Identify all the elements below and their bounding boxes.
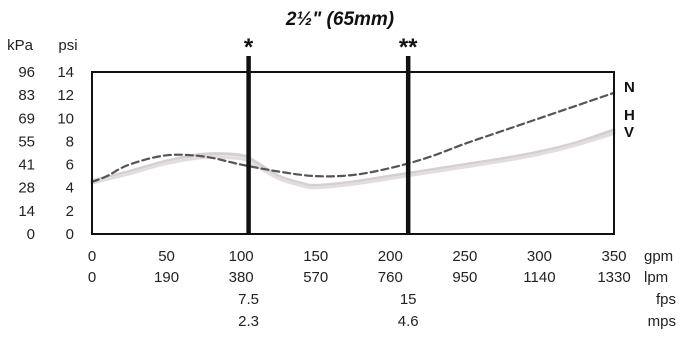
series-line-v (90, 131, 616, 190)
x-tick-gpm: 150 (303, 248, 328, 265)
x-unit-mps: mps (648, 313, 676, 330)
y-tick-kpa: 14 (18, 203, 35, 220)
x-tick-lpm: 760 (378, 269, 403, 286)
chart-title: 2½" (65mm) (285, 9, 394, 30)
x-unit-gpm: gpm (644, 248, 673, 265)
series-line-h (90, 128, 616, 188)
x-tick-gpm: 0 (88, 248, 96, 265)
series-label-v: V (624, 124, 634, 141)
x-tick-lpm: 0 (88, 269, 96, 286)
marker-mps-2: 4.6 (398, 313, 419, 330)
y-unit-psi: psi (58, 37, 77, 54)
x-tick-gpm: 300 (527, 248, 552, 265)
y-tick-psi: 8 (66, 133, 74, 150)
marker-mps-1: 2.3 (238, 313, 259, 330)
y-tick-psi: 14 (57, 64, 74, 81)
y-tick-kpa: 41 (18, 157, 35, 174)
y-tick-psi: 0 (66, 226, 74, 243)
x-tick-gpm: 100 (229, 248, 254, 265)
y-tick-psi: 12 (57, 87, 74, 104)
marker-fps-1: 7.5 (238, 291, 259, 308)
y-unit-kpa: kPa (7, 37, 34, 54)
y-tick-kpa: 69 (18, 110, 35, 127)
x-tick-lpm: 950 (452, 269, 477, 286)
x-tick-gpm: 350 (601, 248, 626, 265)
x-unit-fps: fps (656, 291, 676, 308)
y-tick-kpa: 0 (27, 226, 35, 243)
x-tick-lpm: 190 (154, 269, 179, 286)
x-unit-lpm: lpm (644, 269, 668, 286)
y-tick-psi: 10 (57, 110, 74, 127)
x-tick-lpm: 380 (229, 269, 254, 286)
y-tick-kpa: 28 (18, 180, 35, 197)
series-label-n: N (624, 79, 635, 96)
y-tick-kpa: 96 (18, 64, 35, 81)
x-tick-gpm: 200 (378, 248, 403, 265)
marker-symbol-2: ** (399, 34, 418, 61)
marker-fps-2: 15 (400, 291, 417, 308)
x-tick-lpm: 1330 (597, 269, 630, 286)
y-tick-psi: 2 (66, 203, 74, 220)
plot-frame (91, 71, 615, 235)
x-tick-lpm: 1140 (523, 269, 555, 286)
y-tick-psi: 4 (66, 180, 74, 197)
y-tick-kpa: 83 (18, 87, 35, 104)
x-tick-lpm: 570 (303, 269, 328, 286)
x-tick-gpm: 250 (452, 248, 477, 265)
y-tick-psi: 6 (66, 157, 74, 174)
series-line-n (90, 91, 616, 183)
x-tick-gpm: 50 (158, 248, 175, 265)
series-label-h: H (624, 107, 635, 124)
y-tick-kpa: 55 (18, 133, 35, 150)
marker-symbol-1: * (244, 34, 254, 61)
